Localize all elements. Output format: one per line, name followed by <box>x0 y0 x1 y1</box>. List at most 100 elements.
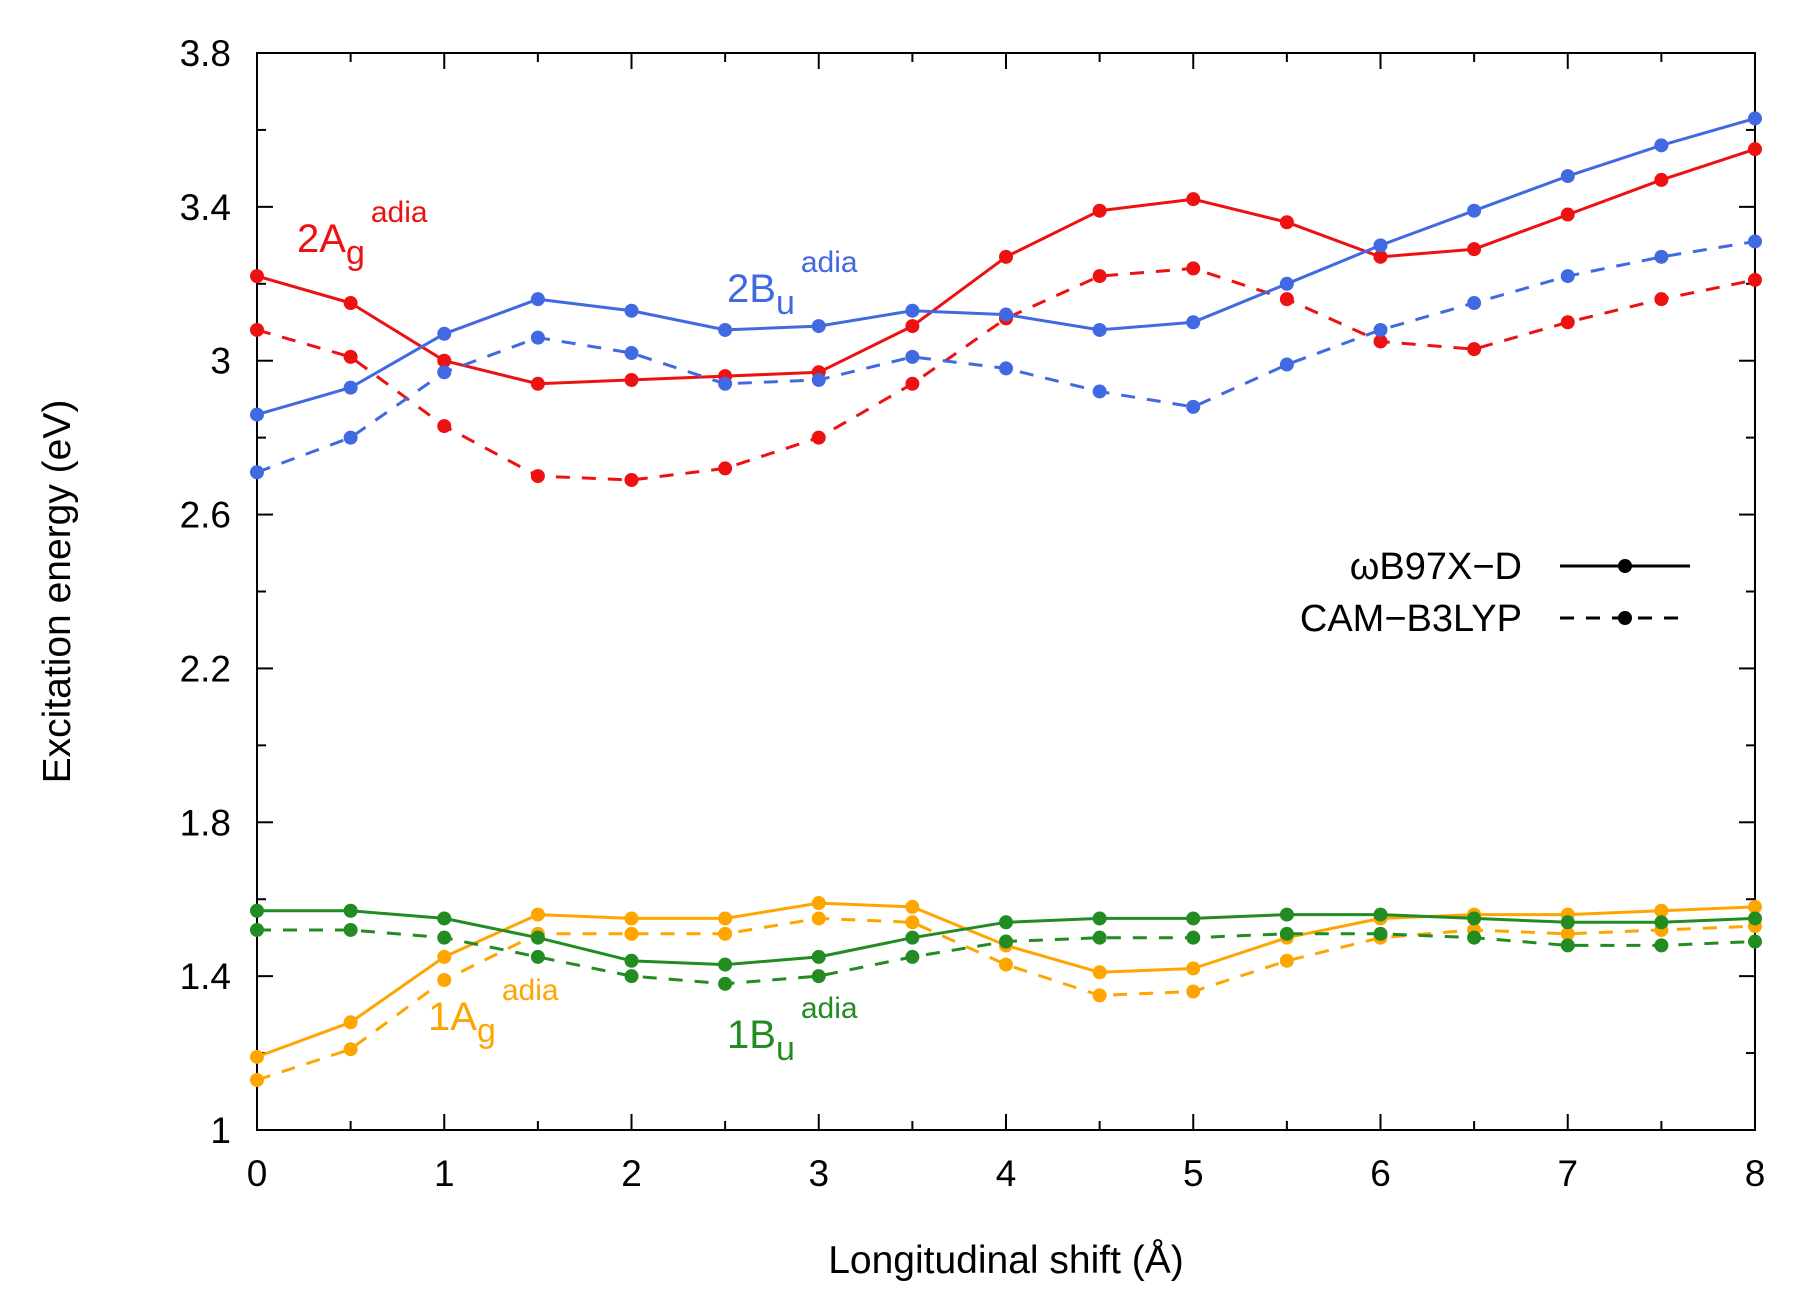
data-point <box>530 907 545 922</box>
y-tick-label: 3 <box>210 341 231 382</box>
data-point <box>1373 907 1388 922</box>
state-label-base: 1A <box>428 995 477 1039</box>
data-point <box>811 319 826 334</box>
data-point <box>437 930 452 945</box>
state-label-superscript: adia <box>371 196 428 229</box>
data-point <box>1467 930 1482 945</box>
data-point <box>1748 272 1762 287</box>
data-point <box>1654 172 1669 187</box>
data-point <box>811 896 826 911</box>
data-point <box>1186 930 1201 945</box>
data-point <box>250 269 264 284</box>
data-point <box>530 949 545 964</box>
y-tick-label: 2.6 <box>180 495 231 536</box>
data-point <box>718 376 733 391</box>
state-label-superscript: adia <box>502 974 559 1007</box>
data-point <box>624 346 639 361</box>
state-label-base: 1B <box>727 1013 776 1057</box>
data-point <box>1467 242 1482 257</box>
data-point <box>437 972 452 987</box>
data-point <box>250 1072 264 1087</box>
x-tick-label: 1 <box>434 1153 455 1194</box>
series-layer <box>250 111 1762 1087</box>
data-point <box>437 353 452 368</box>
data-point <box>1186 984 1201 999</box>
data-point <box>530 292 545 307</box>
data-point <box>1092 965 1107 980</box>
data-point <box>530 330 545 345</box>
state-label-superscript: adia <box>801 992 858 1025</box>
data-point <box>1092 911 1107 926</box>
legend-marker <box>1618 611 1632 625</box>
x-tick-label: 3 <box>808 1153 829 1194</box>
data-point <box>1748 899 1762 914</box>
data-point <box>905 303 920 318</box>
data-point <box>250 407 264 422</box>
data-point <box>905 930 920 945</box>
data-point <box>1373 334 1388 349</box>
data-point <box>811 949 826 964</box>
data-point <box>1748 111 1762 126</box>
data-point <box>250 1049 264 1064</box>
state-label-2Bu: 2Buadia <box>727 246 858 322</box>
y-tick-label: 1.4 <box>180 956 231 997</box>
data-point <box>999 307 1013 322</box>
data-point <box>1186 315 1201 330</box>
data-point <box>905 915 920 930</box>
state-label-subscript: g <box>346 234 365 272</box>
data-point <box>1186 192 1201 207</box>
data-point <box>1092 269 1107 284</box>
data-point <box>343 922 358 937</box>
data-point <box>905 319 920 334</box>
data-point <box>905 949 920 964</box>
data-point <box>624 303 639 318</box>
data-point <box>811 372 826 387</box>
data-point <box>1467 203 1482 218</box>
data-point <box>1560 269 1575 284</box>
data-point <box>1092 988 1107 1003</box>
data-point <box>1186 911 1201 926</box>
data-point <box>999 934 1013 949</box>
x-tick-label: 2 <box>621 1153 642 1194</box>
data-point <box>343 903 358 918</box>
data-point <box>1186 399 1201 414</box>
series-line-2Ag-wb97x-d <box>256 147 1756 386</box>
data-point <box>1092 384 1107 399</box>
data-point <box>1560 938 1575 953</box>
state-label-2Ag: 2Agadia <box>297 196 428 272</box>
data-point <box>1748 911 1762 926</box>
data-point <box>1373 322 1388 337</box>
data-point <box>530 930 545 945</box>
data-point <box>905 349 920 364</box>
data-point <box>999 915 1013 930</box>
data-point <box>343 296 358 311</box>
state-label-base: 2B <box>727 267 776 311</box>
state-label-1Bu: 1Buadia <box>727 992 858 1068</box>
data-point <box>1279 926 1294 941</box>
legend-marker <box>1618 559 1632 573</box>
data-point <box>624 372 639 387</box>
data-point <box>811 911 826 926</box>
data-point <box>999 361 1013 376</box>
legend: ωB97X−D CAM−B3LYP <box>1300 546 1690 640</box>
state-label-subscript: u <box>776 1030 795 1068</box>
data-point <box>1654 249 1669 264</box>
y-tick-label: 3.4 <box>180 187 231 228</box>
y-tick-label: 2.2 <box>180 648 231 689</box>
y-axis-label: Excitation energy (eV) <box>36 400 79 784</box>
data-point <box>624 969 639 984</box>
data-point <box>343 1015 358 1030</box>
data-point <box>1560 315 1575 330</box>
series-line-1Ag-cam-b3lyp <box>256 916 1756 1082</box>
data-point <box>1560 169 1575 184</box>
x-tick-label: 0 <box>247 1153 268 1194</box>
state-label-subscript: g <box>477 1012 496 1050</box>
data-point <box>1373 249 1388 264</box>
data-point <box>1186 961 1201 976</box>
data-point <box>905 899 920 914</box>
data-point <box>250 922 264 937</box>
data-point <box>624 911 639 926</box>
data-point <box>1279 276 1294 291</box>
data-point <box>1560 915 1575 930</box>
